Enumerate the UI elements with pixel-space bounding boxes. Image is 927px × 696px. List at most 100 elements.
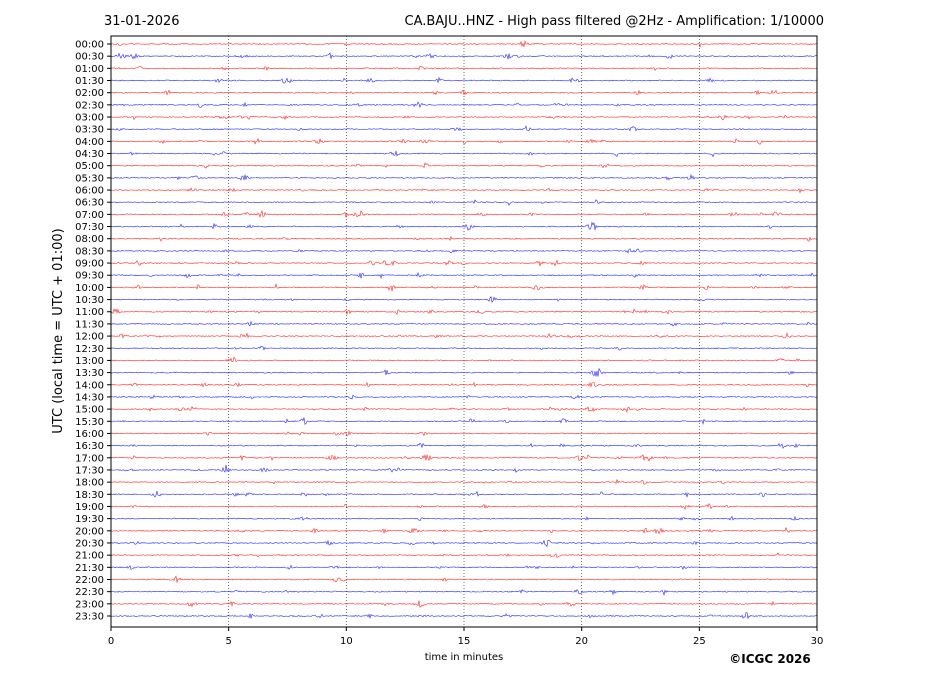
y-tick-label: 00:30 [75, 52, 104, 63]
y-tick-label: 23:00 [75, 599, 104, 610]
y-tick-label: 10:30 [75, 295, 104, 306]
y-tick-label: 12:00 [75, 332, 104, 343]
trace-1330 [110, 367, 818, 377]
y-tick-label: 01:00 [75, 64, 104, 75]
trace-1430 [110, 394, 818, 400]
trace-0130 [110, 76, 818, 84]
trace-0700 [110, 209, 818, 219]
trace-0500 [110, 162, 818, 169]
trace-0630 [110, 199, 818, 206]
trace-1500 [110, 405, 818, 414]
trace-1100 [110, 308, 818, 315]
trace-0400 [110, 137, 818, 145]
trace-1630 [110, 442, 818, 449]
x-axis-label: time in minutes [425, 652, 504, 663]
copyright: ©ICGC 2026 [729, 652, 811, 666]
trace-0830 [110, 248, 818, 254]
trace-1730 [110, 464, 818, 473]
trace-0900 [110, 259, 818, 267]
y-tick-label: 13:30 [75, 368, 104, 379]
trace-1200 [110, 332, 818, 339]
x-ticks: 0 5 10 15 20 25 30 [108, 627, 824, 647]
grid-lines [228, 36, 700, 627]
y-tick-label: 22:30 [75, 587, 104, 598]
y-tick-label: 18:00 [75, 478, 104, 489]
y-tick-label: 19:30 [75, 514, 104, 525]
y-tick-label: 12:30 [75, 344, 104, 355]
y-tick-label: 23:30 [75, 612, 104, 623]
trace-1230 [110, 345, 818, 351]
y-tick-label: 07:00 [75, 210, 104, 221]
y-tick-label: 20:00 [75, 526, 104, 537]
trace-1930 [110, 515, 818, 522]
trace-1030 [110, 296, 818, 303]
trace-0600 [110, 187, 818, 194]
y-tick-label: 05:30 [75, 173, 104, 184]
trace-0800 [110, 235, 818, 242]
trace-0200 [110, 89, 818, 96]
trace-2130 [110, 564, 818, 571]
trace-1300 [110, 356, 818, 363]
plot-frame [110, 35, 818, 628]
y-tick-label: 04:00 [75, 137, 104, 148]
y-tick-label: 06:30 [75, 198, 104, 209]
chart-date: 31-01-2026 [104, 14, 180, 29]
y-tick-label: 06:00 [75, 186, 104, 197]
y-tick-label: 22:00 [75, 575, 104, 586]
trace-1530 [110, 417, 818, 425]
y-tick-label: 01:30 [75, 76, 104, 87]
y-tick-label: 08:30 [75, 246, 104, 257]
trace-0930 [110, 271, 818, 280]
y-tick-label: 10:00 [75, 283, 104, 294]
y-tick-label: 21:30 [75, 563, 104, 574]
trace-1000 [110, 283, 818, 292]
y-tick-label: 07:30 [75, 222, 104, 233]
y-tick-label: 11:30 [75, 319, 104, 330]
trace-0530 [110, 173, 818, 181]
x-tick-label: 0 [108, 636, 114, 647]
chart-title: CA.BAJU..HNZ - High pass filtered @2Hz -… [405, 14, 825, 29]
y-tick-label: 18:30 [75, 490, 104, 501]
trace-1130 [110, 320, 818, 327]
y-tick-label: 03:30 [75, 125, 104, 136]
trace-0000 [110, 40, 818, 48]
y-tick-label: 16:30 [75, 441, 104, 452]
trace-2230 [110, 588, 818, 596]
y-tick-label: 00:00 [75, 40, 104, 51]
trace-0330 [110, 125, 818, 132]
trace-0730 [110, 221, 818, 231]
y-tick-label: 20:30 [75, 538, 104, 549]
y-tick-label: 02:00 [75, 88, 104, 99]
trace-0300 [110, 114, 818, 121]
y-tick-label: 17:30 [75, 465, 104, 476]
y-tick-label: 03:00 [75, 113, 104, 124]
y-tick-label: 19:00 [75, 502, 104, 513]
y-tick-label: 11:00 [75, 307, 104, 318]
x-tick-label: 30 [811, 636, 824, 647]
trace-1900 [110, 502, 818, 511]
traces [110, 40, 818, 620]
y-tick-label: 15:00 [75, 405, 104, 416]
trace-2000 [110, 526, 818, 535]
trace-1400 [110, 381, 818, 388]
trace-2330 [110, 612, 818, 620]
y-tick-label: 08:00 [75, 234, 104, 245]
x-tick-label: 25 [693, 636, 706, 647]
y-tick-label: 15:30 [75, 417, 104, 428]
trace-1830 [110, 490, 818, 499]
y-tick-label: 04:30 [75, 149, 104, 160]
x-tick-label: 5 [225, 636, 231, 647]
trace-2030 [110, 539, 818, 548]
trace-2200 [110, 575, 818, 583]
trace-2300 [110, 600, 818, 608]
y-axis-label: UTC (local time = UTC + 01:00) [51, 228, 66, 433]
trace-1700 [110, 453, 818, 462]
y-tick-label: 05:00 [75, 161, 104, 172]
trace-1800 [110, 478, 818, 485]
y-tick-label: 09:00 [75, 259, 104, 270]
y-tick-label: 14:30 [75, 392, 104, 403]
y-tick-label: 16:00 [75, 429, 104, 440]
y-tick-label: 21:00 [75, 551, 104, 562]
